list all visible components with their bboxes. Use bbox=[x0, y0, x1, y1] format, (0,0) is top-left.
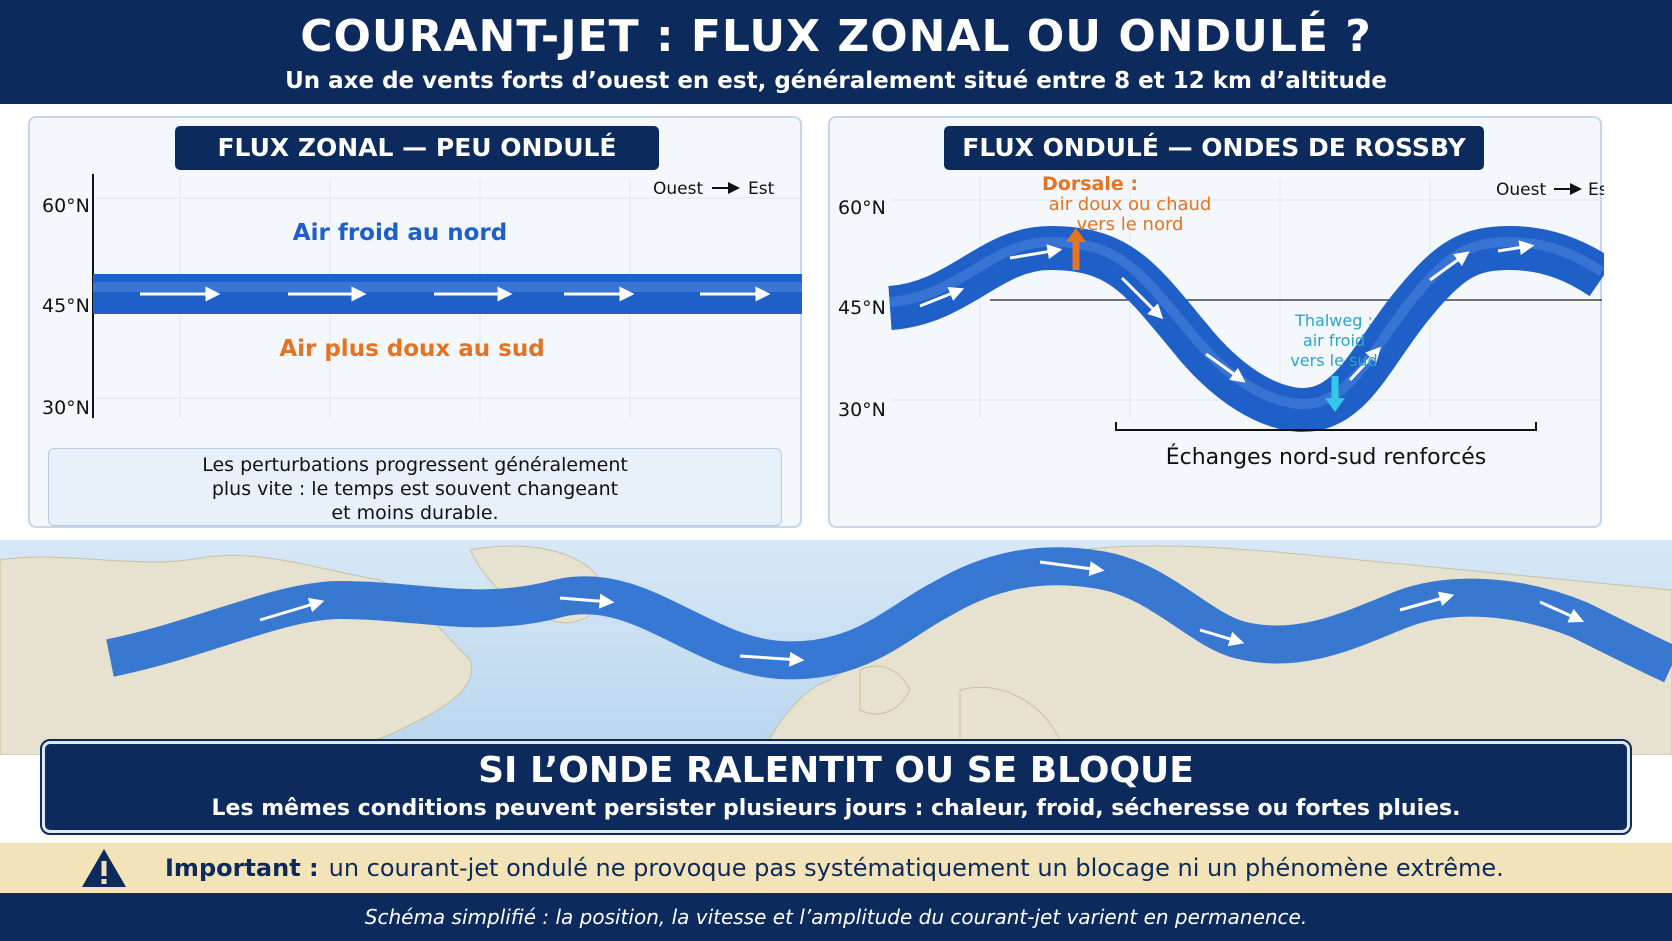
wavy-flow-panel: 60°N 45°N 30°N Ouest Est Dorsale : air d… bbox=[828, 116, 1604, 528]
blocking-title: SI L’ONDE RALENTIT OU SE BLOQUE bbox=[478, 750, 1194, 791]
important-label: Important : bbox=[165, 854, 319, 882]
lat-label-60: 60°N bbox=[42, 195, 90, 217]
zonal-flow-panel: 60°N 45°N 30°N Ouest Est Air froid au no… bbox=[28, 116, 802, 528]
cold-air-label: Air froid au nord bbox=[293, 220, 507, 246]
important-bar: Important : un courant-jet ondulé ne prov… bbox=[0, 843, 1672, 893]
direction-from: Ouest bbox=[653, 179, 703, 199]
zonal-note-box: Les perturbations progressent généraleme… bbox=[48, 448, 782, 526]
lat-label-30: 30°N bbox=[838, 399, 886, 421]
rossby-wave-diagram: 60°N 45°N 30°N Ouest Est Dorsale : air d… bbox=[838, 173, 1604, 470]
jet-stream-map bbox=[0, 540, 1672, 755]
world-map-band bbox=[0, 540, 1672, 755]
lat-label-60: 60°N bbox=[838, 197, 886, 219]
zonal-flow-diagram: 60°N 45°N 30°N Ouest Est Air froid au no… bbox=[42, 174, 802, 419]
note-line-3: et moins durable. bbox=[331, 502, 499, 524]
flow-arrows bbox=[919, 240, 1535, 383]
ridge-line-2: vers le nord bbox=[1077, 214, 1184, 235]
direction-to: Est bbox=[748, 179, 775, 199]
trough-title: Thalweg : bbox=[1294, 311, 1373, 330]
warm-air-label: Air plus doux au sud bbox=[279, 336, 544, 362]
blocking-text: Les mêmes conditions peuvent persister p… bbox=[211, 796, 1461, 821]
trough-line-2: vers le sud bbox=[1290, 351, 1377, 370]
zonal-panel-title: FLUX ZONAL — PEU ONDULÉ bbox=[175, 126, 659, 170]
header-banner: COURANT-JET : FLUX ZONAL OU ONDULÉ ? Un … bbox=[0, 0, 1672, 104]
wavy-panel-title: FLUX ONDULÉ — ONDES DE ROSSBY bbox=[944, 126, 1484, 170]
footer-note: Schéma simplifié : la position, la vites… bbox=[0, 893, 1672, 941]
page-subtitle: Un axe de vents forts d’ouest en est, gé… bbox=[285, 68, 1387, 94]
warning-icon bbox=[82, 849, 126, 887]
blocking-box: SI L’ONDE RALENTIT OU SE BLOQUE Les même… bbox=[40, 739, 1632, 835]
ridge-title: Dorsale : bbox=[1042, 173, 1138, 195]
lat-label-30: 30°N bbox=[42, 397, 90, 419]
lat-label-45: 45°N bbox=[42, 295, 90, 317]
trough-line-1: air froid bbox=[1303, 331, 1365, 350]
direction-to: Est bbox=[1588, 180, 1604, 200]
note-line-1: Les perturbations progressent généraleme… bbox=[202, 454, 628, 476]
exchange-bracket bbox=[1115, 422, 1537, 431]
exchange-label: Échanges nord-sud renforcés bbox=[1166, 444, 1487, 470]
map-flow-arrows bbox=[259, 560, 1585, 667]
page-title: COURANT-JET : FLUX ZONAL OU ONDULÉ ? bbox=[300, 11, 1372, 62]
trough-arrow-icon bbox=[1325, 398, 1345, 412]
lat-label-45: 45°N bbox=[838, 297, 886, 319]
ridge-arrow-icon bbox=[1066, 228, 1086, 242]
ridge-line-1: air doux ou chaud bbox=[1049, 194, 1212, 215]
important-text-line: Important : un courant-jet ondulé ne prov… bbox=[165, 843, 1504, 893]
important-text: un courant-jet ondulé ne provoque pas sy… bbox=[328, 854, 1504, 882]
note-line-2: plus vite : le temps est souvent changea… bbox=[211, 478, 619, 500]
direction-from: Ouest bbox=[1496, 180, 1546, 200]
